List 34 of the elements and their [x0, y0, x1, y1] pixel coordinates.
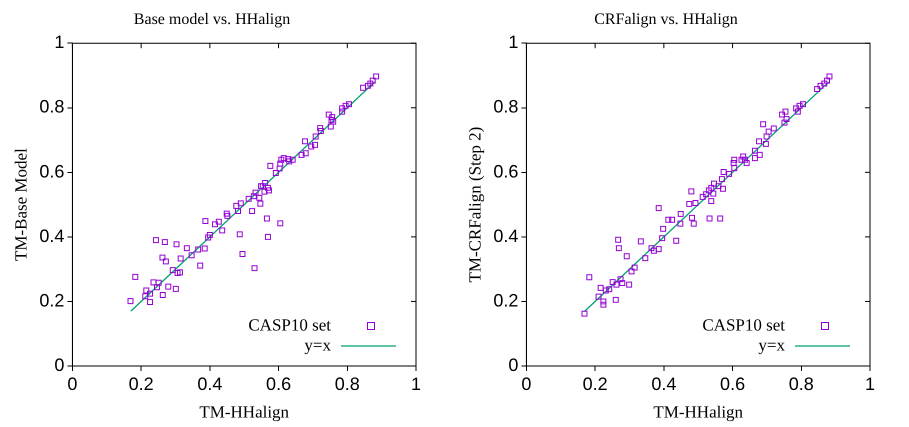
x-tick-label: 0.6 — [266, 374, 292, 394]
y-tick-label: 0.4 — [493, 226, 518, 246]
chart-title: CRFalign vs. HHalign — [594, 10, 738, 28]
x-tick-label: 1 — [410, 374, 422, 394]
x-tick-label: 0 — [67, 374, 78, 394]
y-tick-label: 1 — [508, 32, 518, 52]
x-axis-title: TM-HHalign — [653, 402, 744, 422]
x-tick-label: 0.4 — [197, 374, 222, 394]
y-tick-label: 0 — [508, 354, 518, 375]
legend-label: y=x — [758, 335, 786, 354]
y-tick-label: 0.8 — [493, 96, 518, 117]
y-axis-title: TM-CRFalign (Step 2) — [466, 126, 485, 283]
chart-title: Base model vs. HHalign — [134, 10, 290, 28]
legend-label: CASP10 set — [248, 315, 332, 334]
y-tick-label: 0.8 — [39, 96, 64, 117]
legend-label: CASP10 set — [702, 315, 786, 334]
x-tick-label: 0.2 — [582, 374, 608, 394]
y-tick-label: 0 — [54, 354, 64, 375]
x-tick-label: 0.6 — [720, 374, 746, 394]
x-axis-title: TM-HHalign — [199, 402, 290, 422]
y-tick-label: 0.6 — [493, 161, 518, 182]
y-axis-title: TM-Base Model — [12, 148, 31, 262]
y-tick-label: 1 — [54, 32, 64, 52]
x-tick-label: 0 — [521, 374, 532, 394]
x-tick-label: 1 — [864, 374, 876, 394]
y-tick-label: 0.2 — [493, 290, 518, 310]
legend-label: y=x — [304, 335, 332, 354]
y-tick-label: 0.4 — [39, 226, 64, 246]
x-tick-label: 0.8 — [334, 374, 360, 394]
y-tick-label: 0.6 — [39, 161, 64, 182]
x-tick-label: 0.4 — [651, 374, 676, 394]
x-tick-label: 0.2 — [128, 374, 154, 394]
x-tick-label: 0.8 — [788, 374, 814, 394]
y-tick-label: 0.2 — [39, 290, 64, 310]
